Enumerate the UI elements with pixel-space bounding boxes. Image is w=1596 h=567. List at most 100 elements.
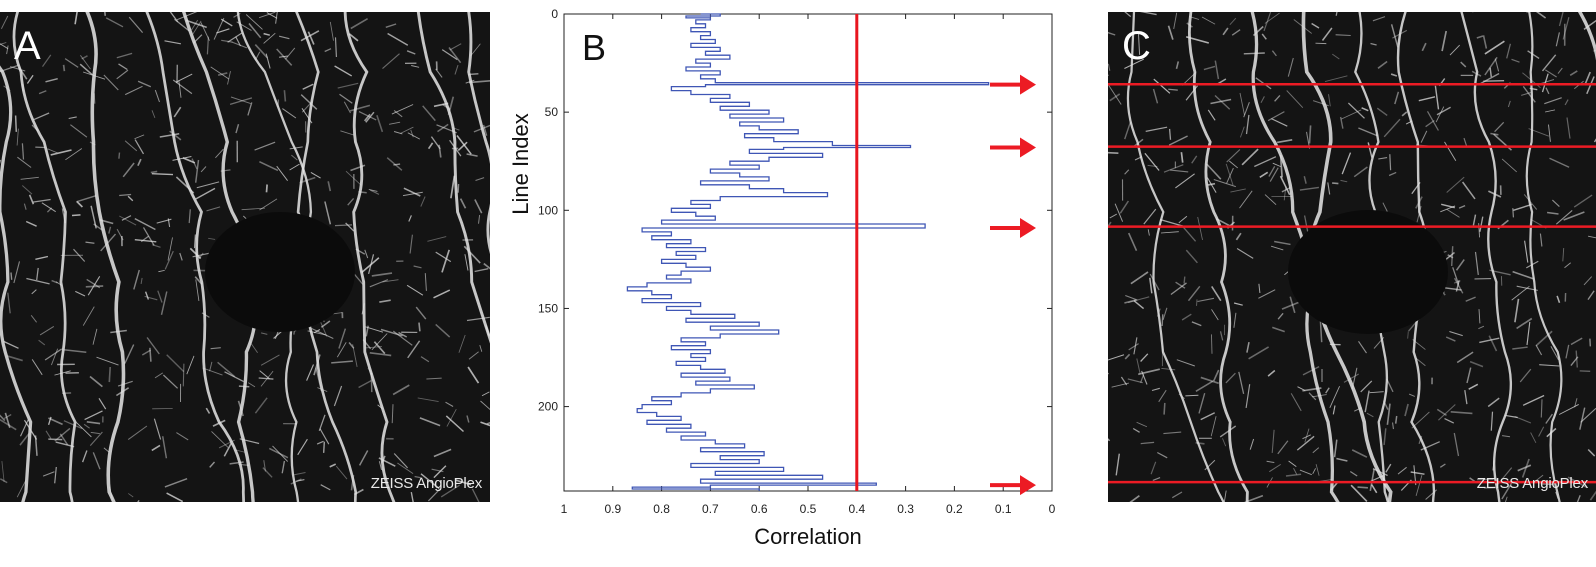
capillary bbox=[409, 234, 413, 254]
capillary bbox=[1243, 52, 1265, 55]
capillary bbox=[1238, 371, 1245, 395]
capillary bbox=[194, 276, 203, 285]
capillary bbox=[1136, 358, 1141, 374]
capillary bbox=[313, 354, 321, 376]
capillary bbox=[1397, 466, 1407, 475]
capillary bbox=[1140, 353, 1149, 362]
capillary bbox=[1108, 354, 1125, 361]
capillary bbox=[1138, 34, 1141, 55]
capillary bbox=[1239, 92, 1245, 116]
capillary bbox=[23, 203, 27, 210]
capillary bbox=[104, 12, 106, 16]
capillary bbox=[1386, 403, 1391, 425]
capillary bbox=[1492, 460, 1495, 471]
capillary bbox=[1386, 378, 1394, 393]
capillary bbox=[377, 404, 383, 409]
capillary bbox=[1469, 477, 1476, 483]
capillary bbox=[319, 428, 330, 445]
capillary bbox=[205, 407, 211, 414]
capillary bbox=[1168, 128, 1172, 140]
capillary bbox=[1494, 121, 1505, 133]
capillary bbox=[1109, 213, 1118, 219]
capillary bbox=[1296, 435, 1315, 451]
capillary bbox=[437, 123, 449, 133]
y-tick-label: 50 bbox=[545, 105, 559, 119]
capillary bbox=[213, 17, 225, 40]
capillary bbox=[159, 132, 180, 138]
x-tick-label: 0.3 bbox=[897, 502, 914, 516]
capillary bbox=[471, 488, 480, 502]
capillary bbox=[1161, 367, 1176, 371]
capillary bbox=[1143, 208, 1157, 225]
capillary bbox=[293, 472, 306, 476]
capillary bbox=[1259, 171, 1269, 178]
capillary bbox=[236, 21, 252, 31]
capillary bbox=[1246, 341, 1250, 353]
capillary bbox=[369, 279, 389, 288]
capillary bbox=[47, 416, 52, 425]
capillary bbox=[1539, 233, 1543, 247]
capillary bbox=[381, 455, 386, 463]
capillary bbox=[1540, 399, 1543, 418]
capillary bbox=[154, 89, 160, 103]
capillary bbox=[365, 346, 383, 349]
capillary bbox=[1358, 127, 1378, 137]
capillary bbox=[1157, 308, 1161, 317]
capillary bbox=[31, 289, 37, 295]
capillary bbox=[1483, 79, 1505, 82]
capillary bbox=[118, 152, 121, 159]
capillary bbox=[75, 421, 92, 438]
capillary bbox=[1161, 314, 1164, 327]
capillary bbox=[350, 474, 355, 491]
capillary bbox=[1336, 457, 1348, 462]
capillary bbox=[90, 431, 100, 435]
outlier-arrow-icon bbox=[1020, 137, 1036, 158]
capillary bbox=[1456, 351, 1474, 364]
capillary bbox=[279, 55, 288, 58]
capillary bbox=[1447, 254, 1454, 259]
capillary bbox=[1506, 43, 1512, 59]
capillary bbox=[345, 170, 362, 186]
capillary bbox=[1552, 199, 1560, 208]
capillary bbox=[1535, 344, 1543, 356]
capillary bbox=[1212, 369, 1220, 382]
capillary bbox=[109, 486, 113, 501]
capillary bbox=[436, 124, 457, 134]
capillary bbox=[1157, 451, 1168, 459]
capillary bbox=[1207, 109, 1216, 121]
capillary bbox=[1150, 461, 1157, 475]
capillary bbox=[424, 273, 427, 291]
x-tick-label: 1 bbox=[561, 502, 568, 516]
capillary bbox=[128, 493, 134, 498]
capillary bbox=[116, 52, 133, 59]
capillary bbox=[96, 356, 119, 366]
capillary bbox=[1127, 232, 1138, 252]
capillary bbox=[1226, 167, 1234, 184]
capillary bbox=[1203, 65, 1216, 71]
capillary bbox=[1378, 157, 1388, 160]
capillary bbox=[1394, 91, 1400, 105]
capillary bbox=[1258, 283, 1261, 294]
capillary bbox=[1460, 61, 1467, 68]
capillary bbox=[3, 85, 11, 92]
capillary bbox=[1108, 31, 1116, 36]
capillary bbox=[433, 448, 452, 458]
capillary bbox=[108, 226, 112, 234]
capillary bbox=[301, 108, 313, 124]
capillary bbox=[463, 245, 481, 264]
capillary bbox=[62, 64, 66, 72]
capillary bbox=[468, 351, 479, 360]
capillary bbox=[1329, 386, 1341, 408]
capillary bbox=[227, 71, 231, 85]
capillary bbox=[1522, 394, 1545, 406]
capillary bbox=[1484, 56, 1498, 76]
capillary bbox=[343, 101, 351, 114]
capillary bbox=[1152, 477, 1161, 481]
capillary bbox=[1229, 17, 1237, 26]
capillary bbox=[235, 36, 242, 47]
vessel bbox=[1460, 12, 1513, 502]
capillary bbox=[327, 181, 332, 192]
capillary bbox=[84, 410, 103, 421]
capillary bbox=[44, 348, 63, 361]
capillary bbox=[54, 370, 71, 376]
